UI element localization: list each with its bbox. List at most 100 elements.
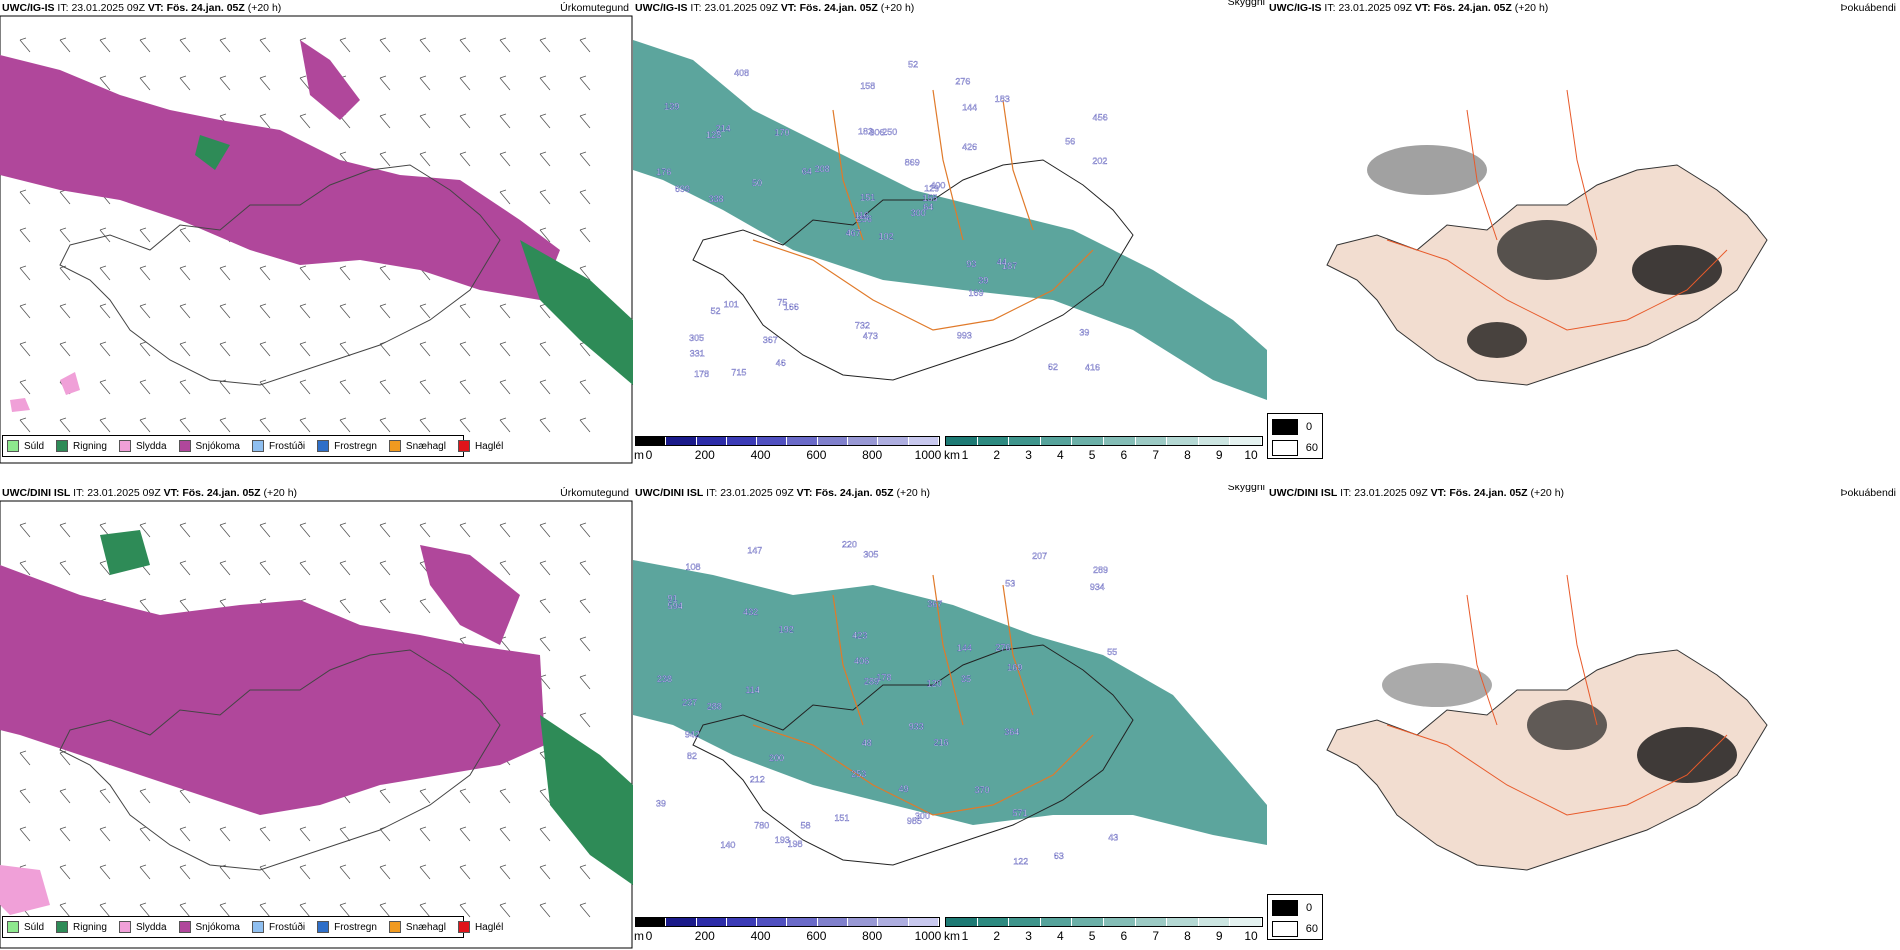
visibility-map: 238 305 276 289 91 63 288 367 423 207 178 364 220 594… bbox=[633, 540, 1267, 866]
wind-barb bbox=[419, 113, 431, 129]
colorbar-segment bbox=[726, 437, 758, 445]
colorbar-segment bbox=[636, 437, 667, 445]
height-label: 933 bbox=[909, 722, 924, 732]
height-label: 91 bbox=[668, 594, 678, 604]
height-label: 432 bbox=[743, 607, 758, 617]
legend-label: Slydda bbox=[135, 440, 167, 452]
vt-label: VT: bbox=[163, 487, 180, 499]
wind-barb bbox=[539, 826, 551, 842]
wind-barb bbox=[259, 37, 271, 53]
wind-barb bbox=[459, 826, 471, 842]
lead-time: (+20 h) bbox=[1514, 2, 1549, 14]
height-label: 170 bbox=[775, 128, 790, 138]
wind-barb bbox=[59, 826, 71, 842]
colorbar-tick-label: 800 bbox=[862, 929, 883, 943]
it-label: IT: bbox=[57, 2, 69, 14]
vt-label: VT: bbox=[796, 487, 813, 499]
wind-barb bbox=[579, 522, 591, 538]
colorbar-tick-label: 9 bbox=[1215, 448, 1223, 462]
wind-barb bbox=[179, 864, 191, 880]
vt-time: Fös. 24.jan. 05Z bbox=[1433, 2, 1512, 14]
height-label: 52 bbox=[908, 60, 918, 70]
height-label-layer: 102 128 256 305 129 166 276 250 144 300 408 416 338 4… bbox=[656, 60, 1108, 380]
height-label: 155 bbox=[923, 193, 938, 203]
wind-barb bbox=[539, 341, 551, 357]
colorbar-tick-label: 1000 bbox=[914, 448, 942, 462]
height-label: 39 bbox=[1079, 327, 1089, 337]
iceland-outline bbox=[59, 649, 501, 871]
wind-barb bbox=[539, 75, 551, 91]
wind-barb bbox=[579, 674, 591, 690]
colorbar-tick-label: 2 bbox=[993, 448, 1001, 462]
panel-title: Skyggni bbox=[1227, 0, 1265, 8]
legend-item: Frostregn bbox=[317, 440, 377, 452]
legend-item: Haglél bbox=[457, 440, 503, 452]
colorbar-segment bbox=[1135, 437, 1168, 445]
vt-time: Fös. 24.jan. 05Z bbox=[815, 487, 894, 499]
height-label: 102 bbox=[879, 232, 894, 242]
height-label: 53 bbox=[1005, 579, 1015, 589]
height-label: 101 bbox=[724, 299, 739, 309]
height-label: 48 bbox=[862, 738, 872, 748]
height-label: 331 bbox=[690, 348, 705, 358]
wind-barb bbox=[299, 113, 311, 129]
height-label: 182 bbox=[858, 126, 873, 136]
wind-barb bbox=[99, 341, 111, 357]
panel-title: Úrkomutegund bbox=[560, 2, 629, 14]
wind-barb bbox=[59, 341, 71, 357]
height-label: 176 bbox=[656, 167, 671, 177]
height-label: 338 bbox=[709, 194, 724, 204]
fog-legend-swatch bbox=[1272, 900, 1298, 916]
colorbar-segment bbox=[848, 437, 879, 445]
wind-barb bbox=[419, 864, 431, 880]
wind-barb bbox=[379, 113, 391, 129]
height-label: 114 bbox=[745, 685, 759, 695]
colorbar-segment bbox=[1230, 918, 1262, 926]
wind-barb bbox=[339, 379, 351, 395]
legend-swatch bbox=[388, 440, 401, 452]
fog-road-network bbox=[1386, 574, 1728, 816]
wind-barb bbox=[59, 560, 71, 576]
fog-map bbox=[1326, 574, 1768, 871]
fog-legend-row: 60 bbox=[1272, 440, 1318, 456]
legend-swatch bbox=[388, 921, 401, 933]
legend-item: Snæhagl bbox=[388, 440, 446, 452]
it-label: IT: bbox=[73, 487, 85, 499]
wind-barb bbox=[19, 379, 31, 395]
wind-barb bbox=[339, 417, 351, 433]
legend-item: Rigning bbox=[56, 440, 107, 452]
wind-barb bbox=[579, 598, 591, 614]
wind-barb bbox=[299, 864, 311, 880]
wind-barb bbox=[539, 522, 551, 538]
height-label: 212 bbox=[750, 774, 765, 784]
legend-label: Rigning bbox=[73, 921, 107, 933]
colorbar-segment bbox=[946, 437, 978, 445]
snow-area bbox=[0, 55, 560, 300]
height-label: 151 bbox=[860, 193, 875, 203]
height-label: 400 bbox=[930, 181, 945, 191]
height-label: 300 bbox=[915, 811, 930, 821]
wind-barb bbox=[179, 75, 191, 91]
rain-area bbox=[520, 240, 633, 385]
wind-barb bbox=[419, 598, 431, 614]
wind-barb bbox=[339, 265, 351, 281]
legend-label: Súld bbox=[24, 921, 45, 933]
wind-barb bbox=[499, 37, 511, 53]
height-label: 58 bbox=[801, 821, 811, 831]
panel-header: UWC/DINI ISL IT: 23.01.2025 09Z VT: Fös.… bbox=[0, 485, 633, 501]
wind-barb bbox=[419, 303, 431, 319]
wind-barb bbox=[539, 788, 551, 804]
it-time: 23.01.2025 09Z bbox=[71, 2, 145, 14]
height-label: 169 bbox=[1007, 663, 1022, 673]
wind-barb bbox=[299, 303, 311, 319]
low-visibility-band bbox=[633, 40, 1267, 400]
lead-time: (+20 h) bbox=[880, 2, 915, 14]
height-label: 408 bbox=[734, 68, 749, 78]
model-label: UWC/IG-IS bbox=[635, 2, 688, 14]
wind-barb bbox=[579, 75, 591, 91]
wind-barb bbox=[579, 189, 591, 205]
wind-barb bbox=[19, 227, 31, 243]
colorbar-segment bbox=[1072, 918, 1104, 926]
colorbar-unit: km bbox=[944, 448, 960, 462]
legend-item: Haglél bbox=[457, 921, 503, 933]
